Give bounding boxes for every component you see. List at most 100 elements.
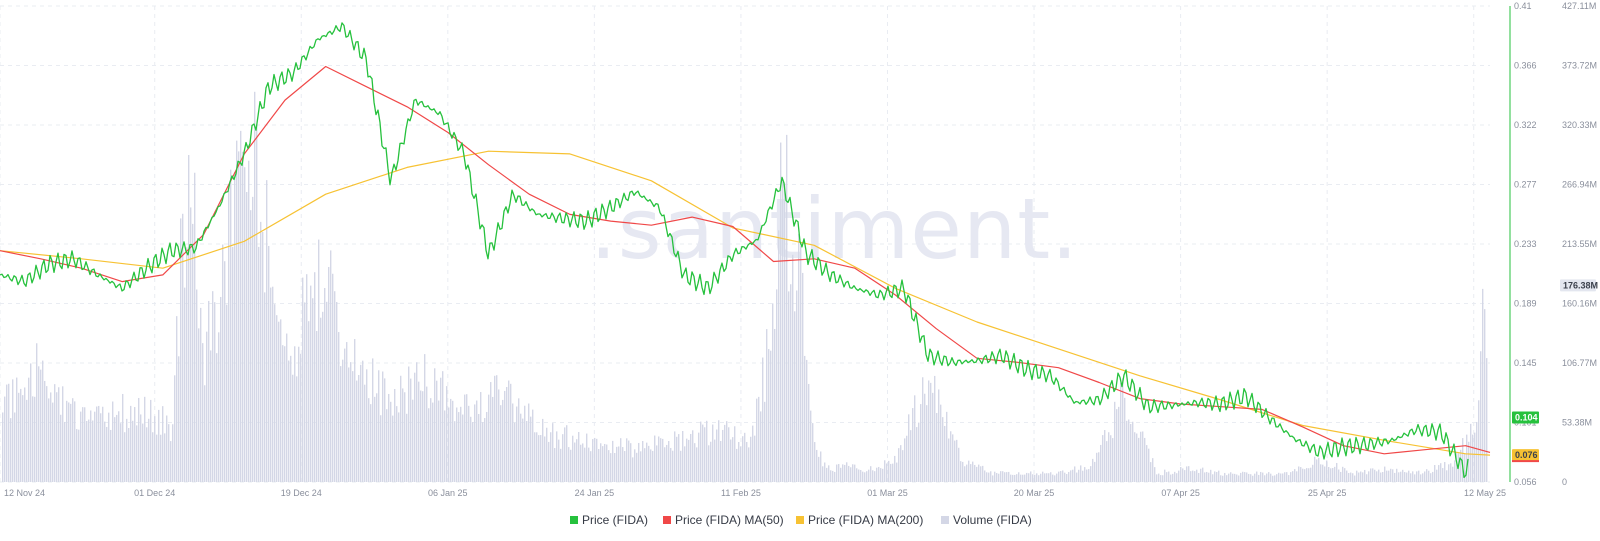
volume-bar (308, 321, 310, 482)
volume-bar (462, 414, 464, 482)
volume-bar (880, 468, 882, 482)
volume-bar (250, 210, 252, 482)
volume-bar (1336, 462, 1338, 482)
volume-bar (1120, 382, 1122, 482)
volume-bar (294, 346, 296, 482)
volume-bar (778, 230, 780, 482)
volume-bar (384, 378, 386, 482)
volume-bar (332, 273, 334, 482)
volume-bar (762, 357, 764, 482)
volume-bar (510, 383, 512, 482)
legend-item[interactable]: Price (FIDA) (570, 513, 648, 527)
volume-bar (1054, 475, 1056, 482)
volume-bar (1030, 471, 1032, 482)
volume-bar (370, 404, 372, 482)
volume-bar (290, 355, 292, 482)
volume-bar (708, 445, 710, 482)
ma50-badge-edge (1512, 460, 1539, 463)
volume-bar (1168, 471, 1170, 482)
volume-bar (902, 450, 904, 482)
volume-bar (928, 380, 930, 482)
volume-bar (1318, 457, 1320, 482)
volume-bar (140, 414, 142, 482)
volume-bar (694, 443, 696, 482)
volume-bar (882, 468, 884, 482)
volume-bar (304, 302, 306, 482)
volume-bar (672, 450, 674, 482)
legend-item[interactable]: Price (FIDA) MA(200) (796, 513, 923, 527)
volume-bar (504, 390, 506, 482)
volume-bar (368, 398, 370, 482)
volume-bar (1312, 464, 1314, 482)
volume-bar (258, 246, 260, 482)
volume-bar (724, 424, 726, 482)
volume-bar (820, 451, 822, 482)
volume-bar (170, 441, 172, 482)
volume-bar (54, 384, 56, 482)
volume-bar (1460, 449, 1462, 482)
volume-bar (1134, 432, 1136, 482)
volume-bar (446, 386, 448, 482)
volume-bar (1468, 441, 1470, 482)
volume-bar (652, 450, 654, 482)
volume-bar (1118, 406, 1120, 482)
volume-bar (1270, 473, 1272, 482)
volume-bar (486, 411, 488, 482)
volume-bar (300, 353, 302, 482)
volume-bar (878, 466, 880, 482)
volume-bar (1234, 473, 1236, 482)
volume-bar (1022, 474, 1024, 482)
volume-bar (244, 167, 246, 482)
volume-bar (216, 353, 218, 482)
volume-bar (1138, 437, 1140, 482)
volume-bar (1156, 474, 1158, 482)
volume-bar (726, 421, 728, 482)
volume-bar (206, 331, 208, 482)
volume-bar (1356, 470, 1358, 482)
volume-bar (268, 245, 270, 482)
volume-bar (550, 432, 552, 482)
volume-bar (1256, 471, 1258, 482)
volume-bar (328, 266, 330, 482)
volume-bar (168, 424, 170, 482)
volume-bar (712, 424, 714, 482)
volume-bar (1102, 435, 1104, 482)
volume-bar (156, 434, 158, 482)
volume-bar (1264, 475, 1266, 482)
volume-bar (1198, 472, 1200, 482)
volume-bar (904, 438, 906, 482)
volume-bar (1480, 351, 1482, 482)
volume-bar (380, 415, 382, 482)
volume-bar (930, 382, 932, 482)
volume-bar (786, 134, 788, 482)
volume-bar (1092, 458, 1094, 482)
volume-bar (1176, 473, 1178, 482)
volume-bar (644, 448, 646, 482)
volume-bar (612, 440, 614, 482)
volume-bar (284, 346, 286, 482)
volume-bar (1096, 452, 1098, 482)
volume-bar (50, 392, 52, 482)
volume-bar (788, 291, 790, 482)
legend-item[interactable]: Price (FIDA) MA(50) (663, 513, 784, 527)
volume-bar (440, 377, 442, 482)
volume-bar (748, 447, 750, 482)
volume-bar (254, 91, 256, 483)
volume-bar (484, 418, 486, 482)
volume-bar (922, 377, 924, 482)
volume-bar (1476, 421, 1478, 482)
price-badge-text: 0.104 (1515, 412, 1538, 422)
volume-bar (408, 366, 410, 482)
volume-bar (554, 448, 556, 482)
volume-bar (388, 393, 390, 482)
volume-bar (4, 396, 6, 482)
volume-bar (302, 277, 304, 482)
volume-bar (1114, 401, 1116, 482)
volume-bar (1064, 472, 1066, 482)
volume-bar (622, 447, 624, 482)
volume-bar (464, 394, 466, 482)
volume-tick-label: 160.16M (1562, 299, 1597, 309)
volume-bar (338, 332, 340, 482)
volume-bar (1278, 472, 1280, 482)
legend-item[interactable]: Volume (FIDA) (941, 513, 1032, 527)
